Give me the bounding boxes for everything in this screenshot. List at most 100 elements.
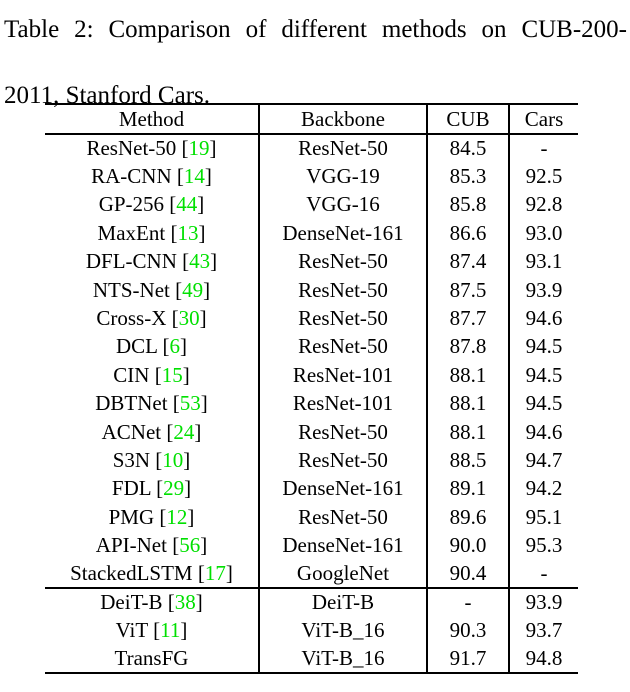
citation-ref[interactable]: 13 xyxy=(177,220,199,245)
method-cell: ViT [11] xyxy=(115,618,188,643)
table-row: DFL-CNN [43] ResNet-50 87.4 93.1 xyxy=(45,247,578,276)
citation-ref[interactable]: 19 xyxy=(188,136,210,161)
cars-accuracy-cell: 93.1 xyxy=(508,247,578,276)
caption-line-2: 2011, Stanford Cars. xyxy=(4,82,210,109)
cub-accuracy-cell: 91.7 xyxy=(426,645,509,674)
method-name: DCL xyxy=(116,334,158,359)
column-header-cars: Cars xyxy=(508,104,578,134)
citation-ref[interactable]: 10 xyxy=(162,447,184,472)
backbone-cell: ResNet-50 xyxy=(258,446,427,475)
method-cell: DFL-CNN [43] xyxy=(85,249,218,274)
column-header-cub: CUB xyxy=(426,104,509,134)
method-name: ACNet xyxy=(101,419,162,444)
cars-accuracy-cell: 93.7 xyxy=(508,616,578,646)
table-caption: Table 2: Comparison of different methods… xyxy=(4,13,627,112)
backbone-cell: ViT-B_16 xyxy=(258,616,427,646)
table-row: NTS-Net [49] ResNet-50 87.5 93.9 xyxy=(45,275,578,305)
cub-accuracy-cell: 88.1 xyxy=(426,389,509,418)
citation-ref[interactable]: 12 xyxy=(166,504,188,529)
method-cell: ACNet [24] xyxy=(101,419,202,444)
method-cell: S3N [10] xyxy=(112,447,191,472)
cub-accuracy-cell: 87.4 xyxy=(426,247,509,276)
cars-accuracy-cell: 94.6 xyxy=(508,304,578,333)
table-row: ViT [11] ViT-B_16 90.3 93.7 xyxy=(45,616,578,646)
backbone-cell: VGG-16 xyxy=(258,190,427,220)
cub-accuracy-cell: 88.1 xyxy=(426,361,509,390)
table-row: Cross-X [30] ResNet-50 87.7 94.6 xyxy=(45,304,578,333)
method-cell: TransFG xyxy=(45,645,259,673)
table-row: MaxEnt [13] DenseNet-161 86.6 93.0 xyxy=(45,219,578,248)
table-row: ResNet-50 [19] ResNet-50 84.5- xyxy=(45,134,578,163)
citation-ref[interactable]: 6 xyxy=(169,334,180,359)
backbone-cell: GoogleNet xyxy=(258,559,427,589)
citation-ref[interactable]: 56 xyxy=(179,533,201,558)
backbone-cell: ResNet-50 xyxy=(258,503,427,532)
cars-accuracy-cell: 95.3 xyxy=(508,531,578,560)
citation-ref[interactable]: 14 xyxy=(183,164,205,189)
backbone-cell: ResNet-101 xyxy=(258,361,427,390)
table-row: RA-CNN [14] VGG-19 85.3 92.5 xyxy=(45,162,578,191)
cars-accuracy-cell: 94.8 xyxy=(508,645,578,674)
backbone-cell: DenseNet-161 xyxy=(258,219,427,248)
cars-accuracy-cell: 94.2 xyxy=(508,474,578,504)
method-name: Cross-X xyxy=(96,306,167,331)
table-row: DCL [6] ResNet-50 87.8 94.5 xyxy=(45,332,578,362)
table-row: StackedLSTM [17] GoogleNet 90.4- xyxy=(45,559,578,589)
citation-ref[interactable]: 53 xyxy=(179,391,201,416)
method-cell: GP-256 [44] xyxy=(98,192,205,217)
method-name: RA-CNN xyxy=(91,164,172,189)
method-name: TransFG xyxy=(114,646,189,671)
citation-ref[interactable]: 29 xyxy=(163,476,185,501)
method-cell: CIN [15] xyxy=(113,362,190,387)
citation-ref[interactable]: 11 xyxy=(160,618,181,643)
cub-accuracy-cell: 89.6 xyxy=(426,503,509,532)
method-cell: DeiT-B [38] xyxy=(100,590,203,615)
table-row: TransFG ViT-B_16 91.7 94.8 xyxy=(45,645,578,674)
backbone-cell: ResNet-50 xyxy=(258,247,427,276)
backbone-cell: VGG-19 xyxy=(258,162,427,191)
citation-ref[interactable]: 43 xyxy=(189,249,211,274)
cub-accuracy-cell: 90.4 xyxy=(426,559,509,589)
cub-accuracy-cell: 87.7 xyxy=(426,304,509,333)
cub-accuracy-cell: 86.6 xyxy=(426,219,509,248)
table-row: GP-256 [44] VGG-16 85.8 92.8 xyxy=(45,190,578,220)
backbone-cell: DenseNet-161 xyxy=(258,531,427,560)
method-name: FDL xyxy=(111,476,151,501)
cub-accuracy-cell: 87.8 xyxy=(426,332,509,362)
cub-accuracy-cell: 87.5 xyxy=(426,275,509,305)
cars-accuracy-cell: 94.5 xyxy=(508,361,578,390)
method-cell: PMG [12] xyxy=(108,504,195,529)
cub-accuracy-cell: 89.1 xyxy=(426,474,509,504)
citation-ref[interactable]: 17 xyxy=(204,561,226,586)
comparison-table: Method Backbone CUB Cars ResNet-50 [19] ResN… xyxy=(45,103,578,674)
table-row: ACNet [24] ResNet-50 88.1 94.6 xyxy=(45,417,578,447)
backbone-cell: ResNet-50 xyxy=(258,417,427,447)
citation-ref[interactable]: 38 xyxy=(174,590,196,615)
method-cell: MaxEnt [13] xyxy=(97,220,206,245)
method-name: API-Net xyxy=(95,533,167,558)
method-name: MaxEnt xyxy=(97,220,166,245)
method-cell: Cross-X [30] xyxy=(96,306,207,331)
citation-ref[interactable]: 15 xyxy=(161,362,183,387)
cars-accuracy-cell: 93.9 xyxy=(508,275,578,305)
cub-accuracy-cell: 85.8 xyxy=(426,190,509,220)
method-name: DeiT-B xyxy=(100,590,163,615)
table-row: PMG [12] ResNet-50 89.6 95.1 xyxy=(45,503,578,532)
backbone-cell: ResNet-50 xyxy=(258,332,427,362)
table-row: CIN [15] ResNet-101 88.1 94.5 xyxy=(45,361,578,390)
backbone-cell: ResNet-50 xyxy=(258,275,427,305)
column-header-method: Method xyxy=(118,106,185,131)
cars-accuracy-cell: 94.5 xyxy=(508,389,578,418)
method-name: ResNet-50 xyxy=(86,136,177,161)
method-cell: DCL [6] xyxy=(116,334,187,359)
column-header-backbone: Backbone xyxy=(258,104,427,134)
method-name: ViT xyxy=(115,618,148,643)
method-cell: API-Net [56] xyxy=(95,533,208,558)
method-cell: DBTNet [53] xyxy=(95,391,208,416)
citation-ref[interactable]: 30 xyxy=(178,306,200,331)
citation-ref[interactable]: 44 xyxy=(176,192,198,217)
citation-ref[interactable]: 24 xyxy=(173,419,195,444)
citation-ref[interactable]: 49 xyxy=(182,277,204,302)
method-cell: ResNet-50 [19] xyxy=(86,136,217,161)
backbone-cell: ResNet-101 xyxy=(258,389,427,418)
